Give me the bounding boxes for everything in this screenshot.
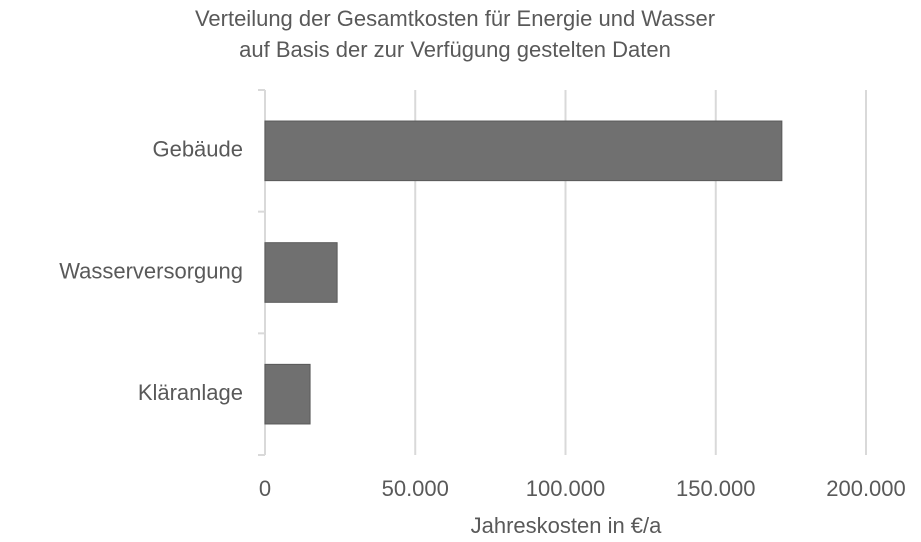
y-tick-label: Kläranlage [138, 380, 243, 405]
bar [264, 242, 338, 303]
x-tick-label: 150.000 [676, 476, 756, 501]
x-axis-label: Jahreskosten in €/a [471, 513, 663, 538]
y-tick-label: Wasserversorgung [59, 258, 243, 283]
bar [264, 120, 783, 182]
y-tick-label: Gebäude [152, 137, 243, 162]
x-tick-label: 200.000 [826, 476, 906, 501]
chart-title: auf Basis der zur Verfügung gestelten Da… [239, 37, 671, 62]
x-tick-label: 100.000 [526, 476, 606, 501]
x-tick-label: 0 [259, 476, 271, 501]
bar [264, 363, 311, 425]
chart-title: Verteilung der Gesamtkosten für Energie … [195, 6, 715, 31]
x-tick-label: 50.000 [382, 476, 449, 501]
